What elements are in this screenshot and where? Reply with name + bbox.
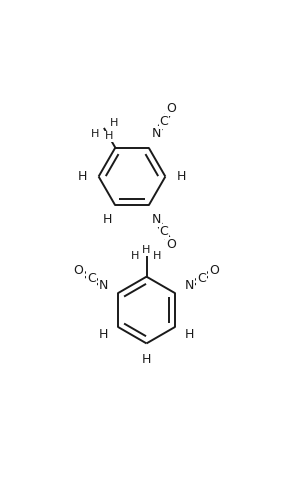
Text: N: N bbox=[99, 279, 108, 292]
Text: O: O bbox=[74, 265, 84, 277]
Text: H: H bbox=[177, 170, 186, 183]
Text: C: C bbox=[197, 272, 206, 285]
Text: O: O bbox=[209, 265, 219, 277]
Text: C: C bbox=[87, 272, 96, 285]
Text: C: C bbox=[159, 225, 168, 238]
Text: O: O bbox=[166, 102, 176, 115]
Text: N: N bbox=[185, 279, 194, 292]
Text: C: C bbox=[159, 115, 168, 128]
Text: H: H bbox=[142, 353, 151, 366]
Text: H: H bbox=[185, 328, 194, 341]
Text: N: N bbox=[152, 213, 161, 226]
Text: H: H bbox=[105, 132, 113, 142]
Text: H: H bbox=[131, 251, 140, 262]
Text: N: N bbox=[152, 128, 161, 140]
Text: H: H bbox=[78, 170, 87, 183]
Text: H: H bbox=[99, 328, 108, 341]
Text: O: O bbox=[166, 238, 176, 251]
Text: H: H bbox=[103, 213, 112, 226]
Text: H: H bbox=[142, 245, 151, 255]
Text: H: H bbox=[110, 118, 118, 129]
Text: H: H bbox=[91, 130, 99, 139]
Text: H: H bbox=[153, 251, 162, 262]
